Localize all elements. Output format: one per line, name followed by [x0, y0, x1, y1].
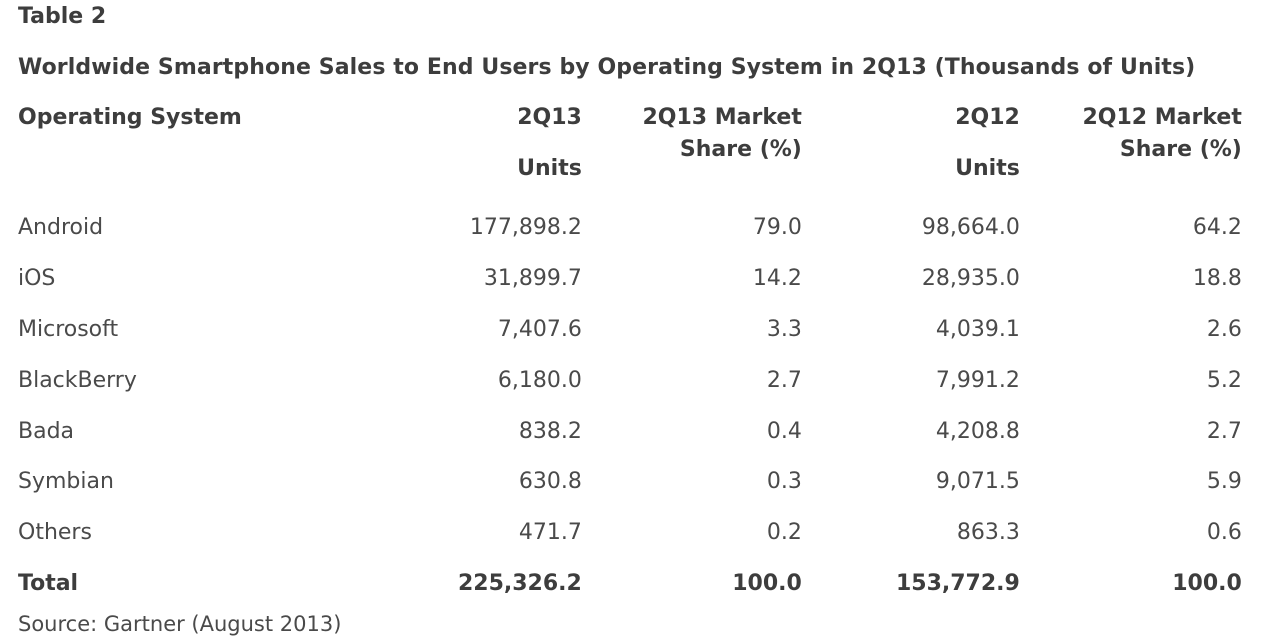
table-cell: 2.7: [1206, 418, 1242, 444]
table-row: Android 177,898.2 79.0 98,664.0 64.2: [10, 203, 1250, 254]
table-cell: 98,664.0: [921, 215, 1020, 241]
table-cell: 177,898.2: [469, 215, 582, 241]
column-header-line: 2Q12: [955, 105, 1020, 130]
table-row: Microsoft 7,407.6 3.3 4,039.1 2.6: [10, 305, 1250, 356]
column-header-operating-system: Operating System: [10, 97, 250, 203]
column-header-line: 2Q13 Market: [642, 105, 802, 130]
total-row: Total 225,326.2 100.0 153,772.9 100.0: [10, 559, 1250, 610]
table-cell: 28,935.0: [921, 266, 1020, 292]
sales-table: Operating System 2Q13 Units 2Q13 Market …: [10, 97, 1250, 609]
table-cell: 7,407.6: [497, 316, 582, 342]
table-cell: 4,208.8: [935, 418, 1020, 444]
table-cell: 2.6: [1206, 316, 1242, 342]
column-header-line: Operating System: [18, 105, 242, 130]
os-cell: Microsoft: [18, 316, 119, 342]
source-note: Source: Gartner (August 2013): [18, 612, 342, 636]
column-header-line: 2Q13: [517, 105, 582, 130]
column-header-line: Share (%): [679, 137, 802, 162]
table-cell: 0.2: [766, 520, 802, 546]
table-row: Symbian 630.8 0.3 9,071.5 5.9: [10, 457, 1250, 508]
table-cell: 225,326.2: [457, 570, 582, 596]
column-header-line: Units: [517, 156, 582, 181]
table-row: Bada 838.2 0.4 4,208.8 2.7: [10, 406, 1250, 457]
table-cell: 7,991.2: [935, 367, 1020, 393]
table-row: iOS 31,899.7 14.2 28,935.0 18.8: [10, 254, 1250, 305]
column-header-line: 2Q12 Market: [1082, 105, 1242, 130]
table-cell: 153,772.9: [895, 570, 1020, 596]
os-cell: Android: [18, 215, 104, 241]
header-row: Operating System 2Q13 Units 2Q13 Market …: [10, 97, 1250, 203]
table-cell: 79.0: [752, 215, 802, 241]
table-cell: 863.3: [956, 520, 1020, 546]
column-header-2q12-units: 2Q12 Units: [810, 97, 1028, 203]
table-cell: 18.8: [1192, 266, 1242, 292]
os-cell: BlackBerry: [18, 367, 137, 393]
column-header-2q13-units: 2Q13 Units: [250, 97, 590, 203]
table-label: Table 2: [18, 4, 107, 29]
table-cell: 64.2: [1192, 215, 1242, 241]
table-cell: 0.4: [766, 418, 802, 444]
table-cell: 100.0: [732, 570, 802, 596]
table-cell: 0.3: [766, 469, 802, 495]
table-cell: 14.2: [752, 266, 802, 292]
os-cell: Others: [18, 520, 92, 546]
os-cell: Symbian: [18, 469, 114, 495]
table-cell: 9,071.5: [935, 469, 1020, 495]
table-cell: 3.3: [766, 316, 802, 342]
table-cell: 4,039.1: [935, 316, 1020, 342]
os-cell: Bada: [18, 418, 75, 444]
table-cell: 6,180.0: [497, 367, 582, 393]
table-title: Worldwide Smartphone Sales to End Users …: [18, 55, 1196, 80]
column-header-line: Units: [955, 156, 1020, 181]
table-row: Others 471.7 0.2 863.3 0.6: [10, 508, 1250, 559]
table-cell: 471.7: [518, 520, 582, 546]
table-cell: 630.8: [518, 469, 582, 495]
table-cell: 31,899.7: [483, 266, 582, 292]
table-cell: 0.6: [1206, 520, 1242, 546]
table-cell: 838.2: [518, 418, 582, 444]
table-cell: 5.9: [1206, 469, 1242, 495]
column-header-2q13-share: 2Q13 Market Share (%): [590, 97, 810, 203]
table-row: BlackBerry 6,180.0 2.7 7,991.2 5.2: [10, 355, 1250, 406]
table-cell: 100.0: [1172, 570, 1242, 596]
table-cell: 5.2: [1206, 367, 1242, 393]
table-cell: 2.7: [766, 367, 802, 393]
os-cell: iOS: [18, 266, 56, 292]
column-header-line: Share (%): [1119, 137, 1242, 162]
column-header-2q12-share: 2Q12 Market Share (%): [1028, 97, 1250, 203]
os-cell: Total: [18, 570, 79, 596]
